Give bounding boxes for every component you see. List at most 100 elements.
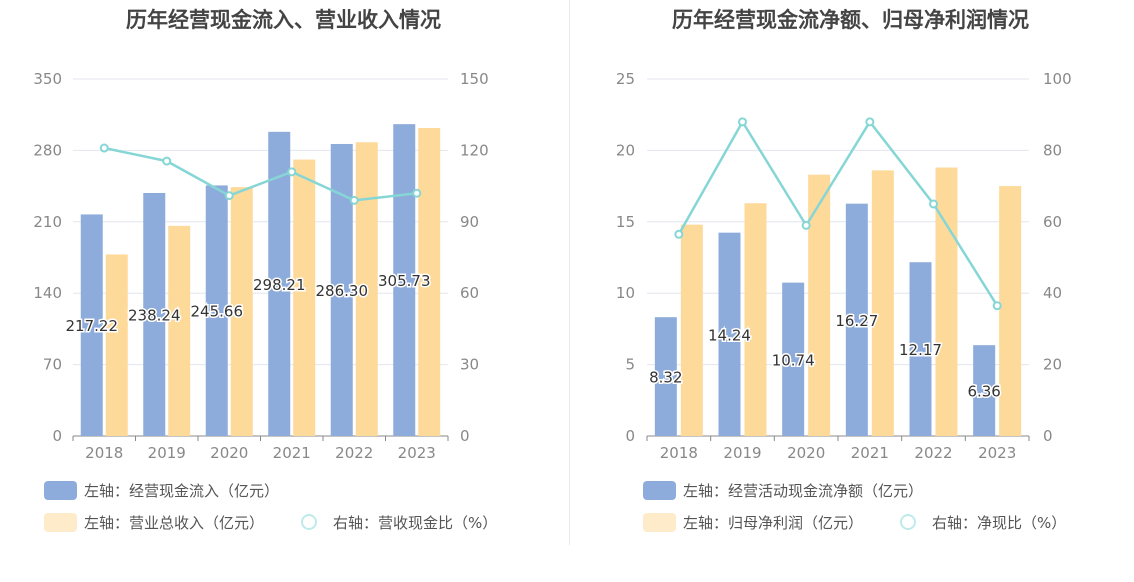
y-tick-label-right: 0	[460, 427, 470, 445]
y-tick-label-left: 15	[616, 213, 635, 231]
bar-series-2	[230, 187, 253, 436]
legend-swatch	[643, 480, 676, 500]
bar-series-2	[293, 159, 316, 436]
y-tick-label-left: 140	[33, 284, 62, 302]
legend-item-bar-orange[interactable]: 左轴：归母净利润（亿元）	[643, 511, 863, 533]
chart-title: 历年经营现金流入、营业收入情况	[126, 8, 441, 32]
y-tick-label-right: 30	[460, 356, 479, 374]
legend-line-icon	[890, 511, 926, 533]
y-tick-label-right: 0	[1043, 427, 1053, 445]
bar-series-1	[845, 203, 868, 436]
data-label: 10.74	[772, 351, 815, 369]
line-point	[99, 143, 109, 153]
line-point	[738, 117, 747, 127]
bar-series-1	[80, 214, 103, 436]
bar-series-1	[909, 262, 932, 436]
bar-series-2	[744, 203, 767, 436]
bar-series-1	[268, 131, 291, 436]
chart-title: 历年经营现金流净额、归母净利润情况	[672, 8, 1029, 32]
line-point	[865, 117, 875, 127]
legend-line-icon	[291, 511, 327, 533]
line-series	[677, 119, 999, 307]
legend-item-line[interactable]: 右轴：营收现金比（%）	[291, 511, 497, 533]
line-point	[801, 220, 811, 230]
y-tick-label-left: 350	[33, 70, 62, 88]
legend-label: 左轴：营业总收入（亿元）	[84, 513, 265, 532]
bar-series-1	[143, 192, 166, 436]
data-label: 12.17	[899, 341, 942, 359]
line-point	[992, 301, 1002, 311]
y-tick-label-left: 10	[616, 284, 635, 302]
line-point	[162, 156, 172, 166]
y-tick-label-left: 20	[616, 141, 635, 159]
bar-series-2	[808, 174, 831, 436]
x-tick-label: 2020	[210, 444, 248, 462]
bar-series-2	[418, 127, 441, 437]
chart-plot: 0 5 10 15 20 25 0 20 40 60 80 100 2018 2019 2020 2021 20…	[616, 70, 1072, 462]
x-tick-label: 2022	[335, 444, 373, 462]
line-series	[103, 146, 417, 202]
legend-item-bar-blue[interactable]: 左轴：经营现金流入（亿元）	[44, 479, 279, 501]
bar-series-2	[105, 254, 128, 436]
bar-series-1	[973, 345, 996, 436]
x-tick-label: 2019	[148, 444, 186, 462]
data-label: 6.36	[967, 383, 1000, 401]
x-tick-label: 2018	[660, 444, 698, 462]
bar-series-1	[205, 185, 228, 436]
legend-swatch	[44, 512, 77, 532]
legend-item-bar-orange[interactable]: 左轴：营业总收入（亿元）	[44, 511, 264, 533]
legend-swatch	[643, 512, 676, 532]
y-tick-label-right: 150	[460, 70, 489, 88]
data-label: 14.24	[708, 326, 751, 344]
line-point	[674, 229, 684, 239]
data-label: 16.27	[835, 312, 878, 330]
line-point	[349, 195, 359, 205]
data-label: 245.66	[191, 303, 244, 321]
bar-series-2	[680, 224, 703, 436]
data-label: 238.24	[128, 306, 181, 324]
bar-series-1	[782, 282, 805, 436]
y-tick-label-right: 60	[460, 284, 479, 302]
data-label: 217.22	[66, 317, 119, 335]
data-label: 286.30	[316, 282, 369, 300]
data-label: 8.32	[649, 369, 682, 387]
y-tick-label-left: 25	[616, 70, 635, 88]
bar-series-1	[654, 317, 677, 436]
legend-swatch	[44, 480, 77, 500]
legend-label: 右轴：营收现金比（%）	[333, 513, 498, 532]
data-label: 298.21	[253, 276, 306, 294]
y-tick-label-left: 5	[625, 356, 635, 374]
y-tick-label-left: 0	[625, 427, 635, 445]
y-tick-label-left: 70	[43, 356, 62, 374]
x-tick-label: 2023	[978, 444, 1016, 462]
x-tick-label: 2019	[723, 444, 761, 462]
bar-series-2	[999, 186, 1022, 436]
y-tick-label-right: 60	[1043, 213, 1062, 231]
line-point	[224, 191, 234, 201]
x-tick-label: 2021	[851, 444, 889, 462]
x-tick-label: 2022	[914, 444, 952, 462]
legend-label: 左轴：归母净利润（亿元）	[683, 513, 864, 532]
legend-label: 右轴：净现比（%）	[932, 513, 1067, 532]
bar-series-1	[393, 124, 416, 437]
bar-series-1	[330, 143, 353, 436]
y-tick-label-right: 100	[1043, 70, 1072, 88]
legend-item-line[interactable]: 右轴：净现比（%）	[890, 511, 1066, 533]
y-tick-label-right: 20	[1043, 356, 1062, 374]
y-tick-label-left: 0	[52, 427, 62, 445]
bar-series-1	[718, 232, 741, 436]
data-label: 305.73	[378, 272, 431, 290]
chart-panel-netcash-profit: 历年经营现金流净额、归母净利润情况 0 5 10 15 20 25 0 20 40 60 80 100…	[567, 0, 1134, 582]
x-tick-label: 2020	[787, 444, 825, 462]
line-point	[412, 188, 422, 198]
line-point	[287, 167, 297, 177]
chart-panel-cashflow-revenue: 历年经营现金流入、营业收入情况 0 70 140 210 280 350 0 30 60 90 12…	[33, 8, 497, 533]
panel-divider	[569, 0, 570, 545]
legend-item-bar-blue[interactable]: 左轴：经营活动现金流净额（亿元）	[643, 479, 923, 501]
line-point	[929, 199, 938, 209]
y-tick-label-right: 40	[1043, 284, 1062, 302]
y-tick-label-right: 80	[1043, 141, 1062, 159]
legend-label: 左轴：经营现金流入（亿元）	[84, 481, 280, 500]
chart-plot: 0 70 140 210 280 350 0 30 60 90 120 150 2018 2019 2020…	[33, 70, 489, 462]
legend-label: 左轴：经营活动现金流净额（亿元）	[683, 481, 924, 500]
